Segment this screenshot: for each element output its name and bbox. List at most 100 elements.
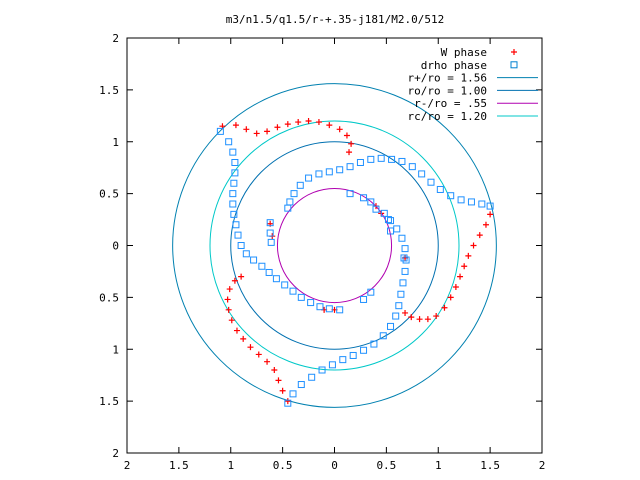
data-point <box>377 154 385 162</box>
legend-label: ro/ro = 1.00 <box>408 84 487 97</box>
x-tick-label: 0.5 <box>376 459 396 472</box>
data-point <box>400 254 408 262</box>
y-tick-label: 0 <box>112 240 119 253</box>
x-tick-label: 2 <box>539 459 546 472</box>
data-point <box>393 225 401 233</box>
data-point <box>286 198 294 206</box>
data-point <box>255 351 262 358</box>
data-point <box>339 356 347 364</box>
data-point <box>395 302 403 310</box>
data-point <box>387 322 395 330</box>
y-tick-label: 0.5 <box>99 188 119 201</box>
data-point <box>478 200 486 208</box>
data-point <box>275 377 282 384</box>
data-point <box>318 366 326 374</box>
x-tick-label: 0.5 <box>273 459 293 472</box>
data-point <box>482 221 489 228</box>
data-point <box>325 305 333 313</box>
data-point <box>433 313 440 320</box>
data-point <box>367 155 375 163</box>
data-point <box>356 159 364 166</box>
data-point <box>247 344 254 351</box>
data-point <box>305 118 312 124</box>
data-point <box>408 314 415 321</box>
legend-square-marker <box>510 61 518 69</box>
data-point <box>258 262 266 270</box>
data-point <box>229 148 237 156</box>
data-point <box>461 263 468 270</box>
data-points <box>216 118 494 407</box>
data-point <box>416 316 423 323</box>
data-point <box>397 290 405 298</box>
series-drho-phase <box>216 127 494 407</box>
axis-ticks: 2 1.5 1 0.5 0 0.5 1 1.5 221.510.500.511.52 <box>99 32 545 472</box>
data-point <box>225 138 233 146</box>
data-point <box>296 181 304 189</box>
circle-r-ro <box>276 187 393 304</box>
y-tick-label: 1.5 <box>99 84 119 97</box>
x-tick-label: 2 <box>124 459 131 472</box>
data-point <box>328 361 336 369</box>
data-point <box>289 287 297 295</box>
data-point <box>380 209 388 217</box>
data-point <box>370 340 378 348</box>
data-point <box>336 166 344 174</box>
x-tick-label: 1.5 <box>169 459 189 472</box>
data-point <box>343 132 350 139</box>
data-point <box>297 293 305 301</box>
x-tick-label: 0 <box>331 459 338 472</box>
data-point <box>401 267 409 275</box>
data-point <box>284 204 292 212</box>
data-point <box>360 346 368 354</box>
data-point <box>238 273 245 280</box>
data-point <box>348 140 355 147</box>
data-point <box>349 351 357 359</box>
legend-item: W phase <box>441 46 517 59</box>
legend-item: rc/ro = 1.20 <box>408 110 538 123</box>
data-point <box>242 250 250 258</box>
data-point <box>264 358 271 365</box>
data-point <box>308 373 316 381</box>
data-point <box>315 119 322 126</box>
data-point <box>281 281 289 289</box>
data-point <box>228 317 235 324</box>
data-point <box>224 296 231 303</box>
data-point <box>232 221 240 229</box>
data-point <box>436 185 444 193</box>
data-point <box>237 242 245 249</box>
data-point <box>452 284 459 290</box>
data-point <box>408 163 416 171</box>
data-point <box>272 275 280 283</box>
data-point <box>360 194 368 202</box>
data-point <box>229 200 237 208</box>
data-point <box>424 316 431 323</box>
data-point <box>266 219 274 227</box>
data-point <box>367 288 375 296</box>
data-point <box>465 252 472 259</box>
data-point <box>253 130 260 137</box>
data-point <box>230 210 238 218</box>
data-point <box>398 157 406 165</box>
data-point <box>271 367 278 373</box>
data-point <box>229 190 237 198</box>
data-point <box>387 217 395 225</box>
y-tick-label: 1 <box>112 136 119 149</box>
data-point <box>427 178 435 186</box>
data-point <box>316 303 324 311</box>
x-tick-label: 1.5 <box>480 459 500 472</box>
data-point <box>225 306 232 313</box>
data-point <box>447 192 455 200</box>
data-point <box>264 128 271 135</box>
data-point <box>250 256 258 264</box>
data-point <box>231 169 239 177</box>
data-point <box>231 277 238 284</box>
data-point <box>392 312 400 320</box>
y-tick-label: 0.5 <box>99 291 119 304</box>
data-point <box>266 229 274 237</box>
series-w-phase <box>219 118 494 405</box>
legend-item: r-/ro = .55 <box>414 97 538 110</box>
circle-r-ro <box>172 83 497 408</box>
data-point <box>326 122 333 129</box>
data-point <box>295 119 302 126</box>
